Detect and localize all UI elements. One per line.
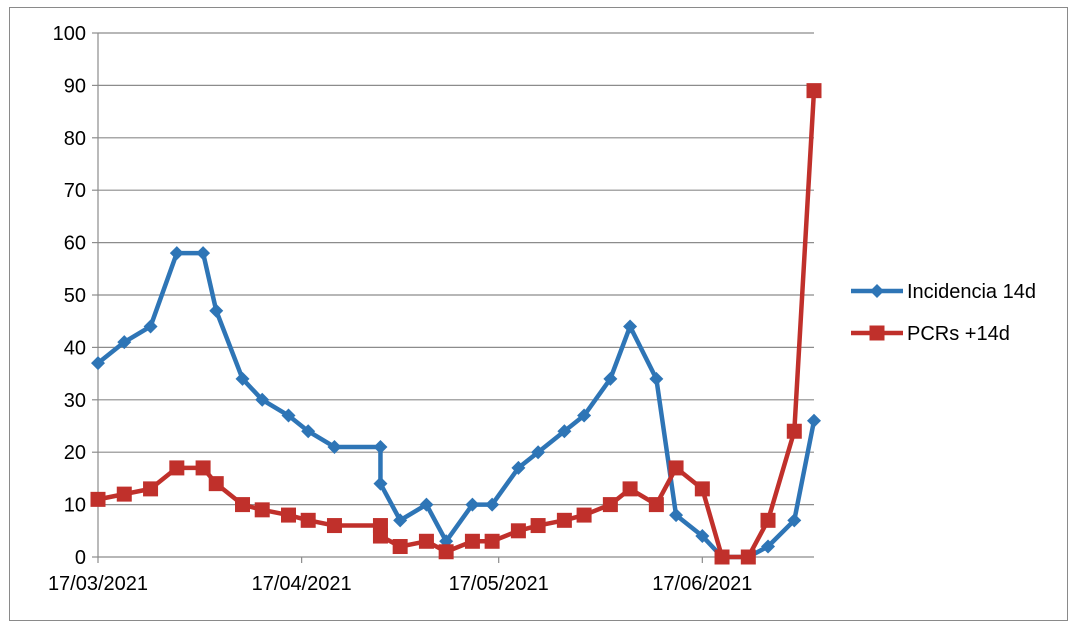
y-tick-label: 40 [64,337,86,359]
legend-label: PCRs +14d [907,323,1010,345]
data-point [531,445,546,460]
data-point [695,529,710,544]
x-tick-label: 17/04/2021 [252,573,352,595]
data-point [787,513,802,528]
y-tick-label: 10 [64,495,86,517]
data-point [393,513,408,528]
legend-label: Incidencia 14d [907,281,1036,303]
y-axis: 0 10 20 30 40 50 60 70 80 90 100 [53,23,99,569]
legend-marker [870,284,884,298]
data-point [372,528,388,544]
x-tick-label: 17/05/2021 [449,573,549,595]
data-point [806,83,822,99]
data-point [649,371,664,386]
data-point [714,549,730,565]
data-point [326,518,342,534]
data-point [557,424,572,439]
data-point [418,533,434,549]
data-point [373,439,388,454]
data-point [209,303,224,318]
y-tick-label: 60 [64,233,86,255]
data-point [761,539,776,554]
y-tick-label: 80 [64,128,86,150]
data-point [807,413,821,428]
data-point [117,335,132,350]
gridlines [98,32,814,558]
data-point [510,523,526,539]
x-axis: 17/03/2021 17/04/2021 17/05/2021 17/06/2021 [48,557,752,595]
data-point [623,319,638,334]
series-layer [90,83,822,565]
data-point [281,408,296,423]
data-point [327,439,342,454]
data-point [622,481,638,497]
y-tick-label: 70 [64,180,86,202]
series-1 [91,246,821,564]
data-point [602,497,618,513]
data-point [195,460,211,476]
data-point [169,460,185,476]
y-tick-label: 100 [53,23,86,45]
data-point [648,497,664,513]
data-point [511,460,526,475]
data-point [530,518,546,534]
legend-marker [869,325,885,341]
series-line [95,250,817,560]
data-point [392,539,408,555]
data-point [465,497,480,512]
data-point [740,549,756,565]
x-tick-label: 17/06/2021 [652,573,752,595]
data-point [208,476,224,492]
y-tick-label: 0 [75,547,86,569]
data-point [669,508,684,523]
data-point [301,424,316,439]
data-point [300,512,316,528]
y-tick-label: 20 [64,442,86,464]
x-tick-label: 17/03/2021 [48,573,148,595]
data-point [485,497,500,512]
data-point [280,507,296,523]
data-point [464,533,480,549]
data-point [143,319,158,334]
legend: Incidencia 14d PCRs +14d [851,281,1036,345]
legend-item-1: Incidencia 14d [851,281,1036,303]
series-2 [90,83,822,565]
legend-item-2: PCRs +14d [851,323,1010,345]
data-point [760,512,776,528]
y-tick-label: 30 [64,390,86,412]
data-point [438,544,454,560]
data-point [255,392,270,407]
data-point [169,246,184,261]
y-tick-label: 90 [64,75,86,97]
data-point [419,497,434,512]
data-point [556,512,572,528]
data-point [694,481,710,497]
data-point [235,371,250,386]
data-point [577,408,592,423]
data-point [91,356,105,371]
data-point [484,533,500,549]
data-point [143,481,159,497]
data-point [116,486,132,502]
data-point [235,497,251,513]
data-point [196,246,211,261]
data-point [254,502,270,518]
data-point [668,460,684,476]
data-point [786,423,802,439]
y-tick-label: 50 [64,285,86,307]
data-point [90,491,106,507]
data-point [373,476,388,491]
data-point [576,507,592,523]
data-point [603,371,618,386]
